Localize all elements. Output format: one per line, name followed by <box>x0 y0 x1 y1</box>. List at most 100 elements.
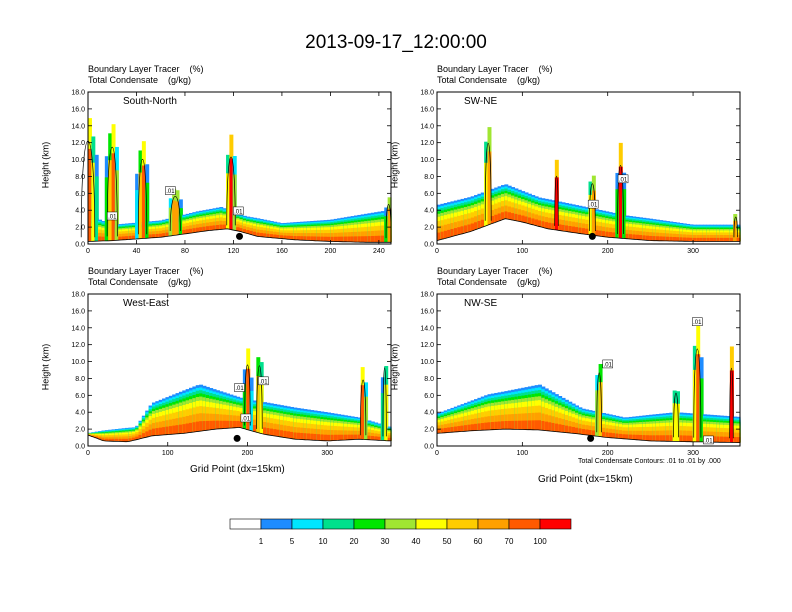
terrain-cell <box>719 442 724 446</box>
terrain-cell <box>357 242 362 244</box>
tracer-cell <box>696 237 701 242</box>
terrain-cell <box>195 232 200 244</box>
tracer-cell <box>185 423 190 433</box>
contour-label-box <box>106 211 118 221</box>
terrain-cell <box>374 440 379 446</box>
tracer-cell <box>665 236 670 241</box>
plume-core-cell <box>229 158 234 230</box>
colorbar-label: 1 <box>259 537 264 546</box>
terrain-cell <box>554 431 559 446</box>
tracer-cell <box>649 435 654 441</box>
terrain-cell <box>686 241 691 244</box>
terrain-cell <box>591 435 596 446</box>
terrain-cell <box>145 238 150 244</box>
x-tick-label: 40 <box>133 248 141 255</box>
tracer-cell <box>192 422 197 432</box>
tracer-cell <box>151 428 156 436</box>
condensate-contour <box>589 183 596 231</box>
tracer-cell <box>652 435 657 442</box>
contour-label-box <box>587 199 599 209</box>
terrain-cell <box>477 430 482 446</box>
terrain-cell <box>733 241 738 244</box>
terrain-cell <box>588 234 593 244</box>
tracer-cell <box>178 424 183 434</box>
tracer-cell <box>578 227 583 234</box>
terrain-cell <box>484 225 489 244</box>
terrain-cell <box>716 241 721 244</box>
tracer-cell <box>374 235 379 243</box>
tracer-cell <box>377 436 382 441</box>
terrain-cell <box>323 241 328 244</box>
tracer-cell <box>531 420 536 430</box>
tracer-cell <box>531 218 536 225</box>
terrain-cell <box>259 433 264 446</box>
tracer-cell <box>457 227 462 235</box>
terrain-cell <box>635 439 640 446</box>
tracer-cell <box>333 236 338 242</box>
plume-core-cell <box>595 390 600 437</box>
tracer-cell <box>659 435 664 442</box>
tracer-cell <box>310 433 315 441</box>
terrain-cell <box>531 429 536 446</box>
terrain-cell <box>568 232 573 244</box>
terrain-cell <box>699 241 704 244</box>
terrain-cell <box>612 237 617 244</box>
tracer-cell <box>655 236 660 241</box>
tracer-cell <box>327 236 331 242</box>
tracer-cell <box>719 237 724 242</box>
panel-sw-ne: .01 .01 0.0 2.0 4.0 6.0 8.0 10.0 12.0 14.0 16.0 18.… <box>420 90 741 255</box>
tracer-cell <box>205 226 210 231</box>
tracer-cell <box>467 224 472 232</box>
tracer-cell <box>219 420 224 429</box>
y-tick-label: 14.0 <box>71 123 85 130</box>
tracer-cell <box>114 438 119 442</box>
tracer-cell <box>662 435 667 442</box>
condensate-contour <box>733 216 738 238</box>
terrain-cell <box>575 433 579 446</box>
tracer-cell <box>212 420 217 430</box>
terrain-cell <box>575 233 579 244</box>
terrain-cell <box>669 441 674 446</box>
condensate-contour <box>729 367 734 439</box>
terrain-cell <box>219 229 224 244</box>
condensate-contour <box>382 367 387 437</box>
tracer-cell <box>269 428 274 436</box>
x-tick-label: 160 <box>276 248 288 255</box>
tracer-cell <box>155 233 160 238</box>
tracer-cell <box>517 214 522 222</box>
tracer-cell <box>645 435 650 441</box>
terrain-cell <box>276 436 281 446</box>
tracer-cell <box>209 225 214 231</box>
terrain-cell <box>544 430 549 446</box>
terrain-cell <box>263 237 268 244</box>
tracer-cell <box>98 437 103 440</box>
terrain-cell <box>114 240 119 244</box>
y-tick-label: 8.0 <box>424 174 434 181</box>
terrain-cell <box>290 239 294 244</box>
tracer-cell <box>94 436 99 439</box>
terrain-cell <box>713 442 718 446</box>
y-tick-label: 18.0 <box>71 292 85 299</box>
terrain-cell <box>131 239 136 244</box>
tracer-cell <box>689 237 694 242</box>
terrain-cell <box>316 240 321 244</box>
panel-swne-title-line2: Total Condensate (g/kg) <box>437 75 541 85</box>
tracer-cell <box>507 212 512 220</box>
terrain-line <box>87 228 391 243</box>
terrain-cell <box>595 235 600 244</box>
tracer-cell <box>497 213 502 221</box>
plume-core-cell <box>622 189 627 239</box>
colorbar-label: 60 <box>474 537 483 546</box>
tracer-cell <box>316 236 321 241</box>
tracer-cell <box>162 427 167 435</box>
terrain-cell <box>622 238 627 244</box>
terrain-cell <box>347 439 352 446</box>
terrain-cell <box>601 437 606 446</box>
terrain-cell <box>470 430 475 446</box>
tracer-cell <box>568 426 573 433</box>
tracer-cell <box>104 438 109 442</box>
tracer-cell <box>367 435 372 440</box>
terrain-cell <box>316 440 321 446</box>
terrain-cell <box>327 440 331 446</box>
terrain-cell <box>440 239 445 244</box>
